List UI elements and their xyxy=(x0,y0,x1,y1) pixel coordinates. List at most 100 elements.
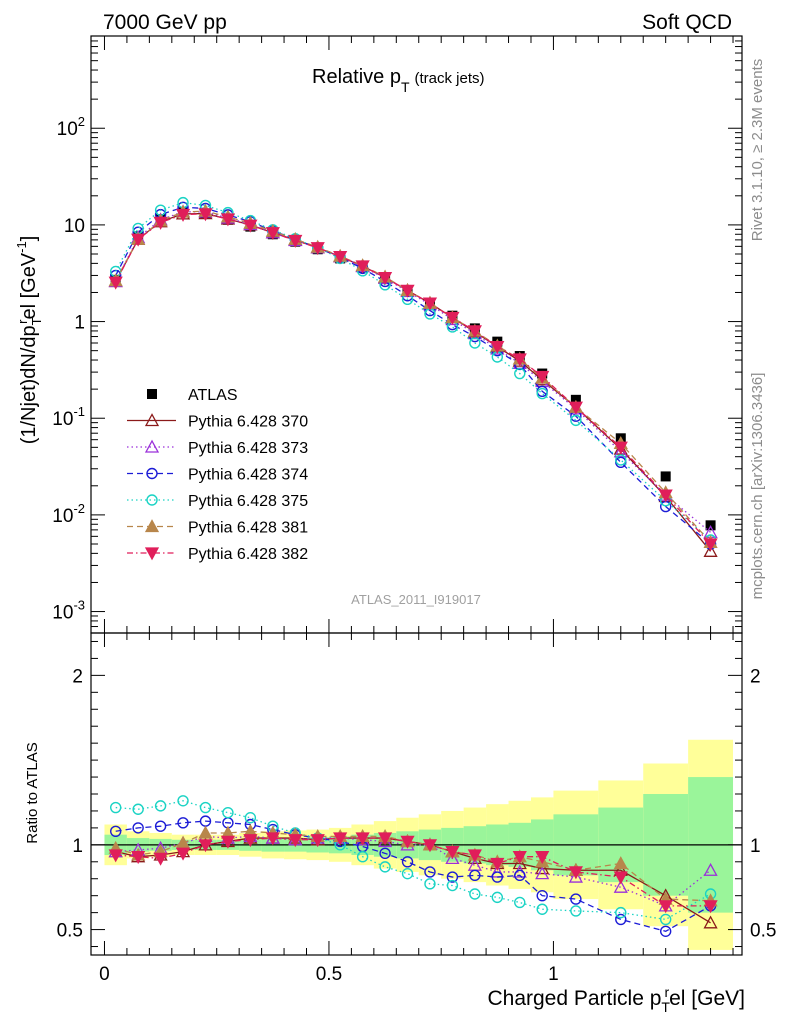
ratio-point xyxy=(445,845,460,859)
ratio-point xyxy=(535,866,550,880)
legend-marker xyxy=(147,389,157,399)
header-beam-label: 7000 GeV pp xyxy=(103,11,227,34)
ratio-point xyxy=(400,835,415,849)
ratio-point xyxy=(445,851,460,865)
series-line xyxy=(115,211,711,533)
ratio-point xyxy=(659,925,672,937)
ratio-point xyxy=(220,835,236,849)
ratio-point xyxy=(333,832,348,846)
xlabel-main: Charged Particle p xyxy=(487,987,661,1010)
data-point xyxy=(536,387,548,400)
data-point xyxy=(131,233,146,247)
data-point xyxy=(703,538,718,552)
ratio-point xyxy=(132,803,144,815)
ratio-point xyxy=(659,913,672,926)
ratio-point xyxy=(568,866,583,880)
data-point xyxy=(220,213,236,227)
data-point xyxy=(512,353,527,367)
data-point xyxy=(535,370,550,384)
ylabel-sup: r xyxy=(15,319,30,324)
ratio-point xyxy=(377,832,393,846)
ratio-point xyxy=(177,795,189,807)
ratio-point xyxy=(703,862,718,876)
ytick-label: 10-2 xyxy=(52,501,85,527)
ratio-ytick-label-right: 0.5 xyxy=(750,921,776,942)
ratio-point xyxy=(512,856,527,870)
data-point xyxy=(243,219,258,233)
series-pythia-6-428-373 xyxy=(108,204,718,538)
data-point xyxy=(310,242,325,256)
ylabel-tail: el [GeV xyxy=(18,252,40,319)
ratio-ytick-label-right: 1 xyxy=(750,836,761,857)
data-point xyxy=(514,367,526,380)
data-point xyxy=(265,227,280,241)
ratio-point xyxy=(422,839,438,853)
ratio-point xyxy=(265,832,280,846)
ratio-point xyxy=(153,852,168,866)
xtick-label: 1 xyxy=(548,964,559,985)
ratio-point xyxy=(401,856,414,868)
ratio-point xyxy=(355,832,370,846)
ratio-point xyxy=(446,879,459,892)
data-point xyxy=(568,401,583,415)
header-process-label: Soft QCD xyxy=(642,11,732,34)
series-pythia-6-428-382 xyxy=(108,208,718,552)
legend-label: ATLAS xyxy=(188,387,238,404)
ratio-point xyxy=(109,825,122,837)
ylabel-sub: T xyxy=(29,317,44,325)
ratio-point xyxy=(570,893,582,905)
ratio-point xyxy=(401,867,414,880)
ratio-point xyxy=(108,849,123,863)
ratio-point xyxy=(424,866,436,878)
data-point xyxy=(658,489,673,503)
ylabel-end: ] xyxy=(18,236,40,242)
ratio-point xyxy=(514,869,526,882)
data-point xyxy=(703,543,718,557)
ratio-point xyxy=(446,871,459,883)
title-main: Relative p xyxy=(312,66,401,88)
ratio-point xyxy=(703,915,718,929)
title-sub: T xyxy=(401,79,410,95)
ratio-point xyxy=(535,861,550,875)
series-line xyxy=(115,206,711,545)
legend-entry-atlas: ATLAS xyxy=(147,387,238,404)
xlabel-sup: r xyxy=(664,984,669,1000)
ytick-label: 10 xyxy=(64,216,85,237)
legend-entry-pythia-6-428-382: Pythia 6.428 382 xyxy=(127,546,308,563)
legend-marker xyxy=(144,519,160,533)
data-point xyxy=(108,276,123,290)
ratio-point xyxy=(244,812,257,824)
ytick-label: 102 xyxy=(57,114,85,140)
xlabel-sub: T xyxy=(661,999,670,1015)
data-point xyxy=(400,284,415,298)
ratio-point xyxy=(154,800,167,812)
title-note: (track jets) xyxy=(415,70,485,87)
legend-entry-pythia-6-428-373: Pythia 6.428 373 xyxy=(127,439,308,457)
ytick-label: 10-1 xyxy=(52,404,85,430)
data-point xyxy=(490,341,505,355)
ylabel-exp: -1 xyxy=(14,241,29,253)
ratio-point xyxy=(310,834,325,848)
series-line xyxy=(115,201,712,541)
ratio-point xyxy=(536,903,548,915)
upper-title: Relative pT (track jets) xyxy=(312,66,485,95)
legend-label: Pythia 6.428 375 xyxy=(188,493,308,510)
data-point xyxy=(615,454,627,466)
data-point xyxy=(445,311,460,325)
ratio-ytick-label: 1 xyxy=(72,836,83,857)
ratio-point xyxy=(536,889,548,902)
data-point xyxy=(198,208,213,222)
upper-series-group xyxy=(108,196,718,557)
rivet-note: Rivet 3.1.10, ≥ 2.3M events xyxy=(749,59,766,242)
ratio-point xyxy=(490,857,505,871)
legend-label: Pythia 6.428 370 xyxy=(188,414,308,431)
ratio-point xyxy=(467,849,482,863)
ratio-point xyxy=(175,847,191,861)
ratio-point xyxy=(243,834,258,848)
data-point xyxy=(570,414,582,427)
xtick-label: 0.5 xyxy=(316,964,342,985)
ytick-label: 1 xyxy=(74,313,85,334)
legend-marker xyxy=(144,547,160,561)
legend-marker xyxy=(146,467,158,480)
ratio-ytick-label: 2 xyxy=(72,666,83,687)
